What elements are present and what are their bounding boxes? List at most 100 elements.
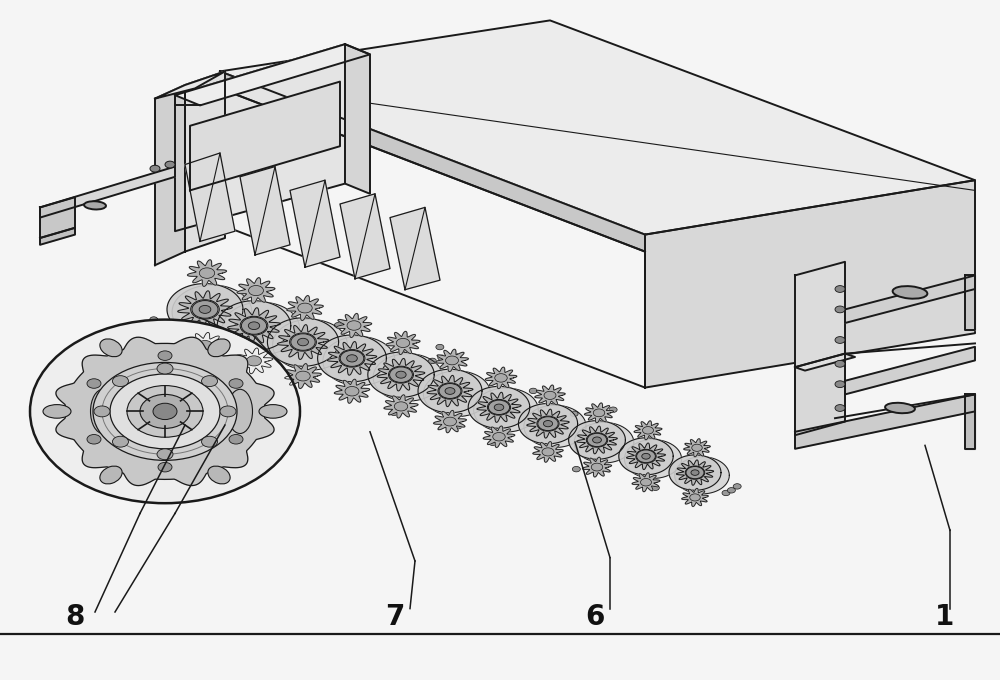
Circle shape	[402, 345, 410, 350]
Circle shape	[493, 432, 505, 441]
Polygon shape	[474, 388, 538, 432]
Polygon shape	[434, 411, 466, 432]
Polygon shape	[795, 394, 975, 449]
Circle shape	[835, 381, 845, 388]
Circle shape	[87, 379, 101, 388]
Circle shape	[347, 321, 361, 330]
Circle shape	[127, 386, 203, 437]
Circle shape	[291, 334, 315, 350]
Circle shape	[593, 437, 601, 443]
Polygon shape	[277, 324, 329, 360]
Circle shape	[390, 410, 398, 415]
Polygon shape	[845, 347, 975, 394]
Circle shape	[439, 384, 461, 398]
Circle shape	[339, 350, 365, 367]
Circle shape	[153, 403, 177, 420]
Polygon shape	[345, 44, 370, 194]
Polygon shape	[427, 375, 473, 407]
Circle shape	[158, 462, 172, 472]
Polygon shape	[334, 379, 370, 403]
Circle shape	[244, 343, 252, 348]
Circle shape	[298, 303, 312, 313]
Polygon shape	[436, 350, 468, 372]
Circle shape	[249, 286, 263, 296]
Circle shape	[438, 383, 462, 399]
Circle shape	[110, 374, 220, 449]
Polygon shape	[40, 228, 75, 245]
Circle shape	[452, 353, 460, 358]
Polygon shape	[527, 409, 569, 438]
Circle shape	[241, 317, 267, 335]
Polygon shape	[290, 180, 340, 267]
Polygon shape	[220, 20, 975, 235]
Polygon shape	[485, 367, 517, 389]
Polygon shape	[185, 153, 235, 241]
Circle shape	[140, 394, 190, 428]
Circle shape	[446, 356, 458, 365]
Circle shape	[197, 341, 213, 351]
Polygon shape	[373, 354, 443, 401]
Circle shape	[157, 363, 173, 374]
Polygon shape	[327, 341, 377, 375]
Circle shape	[394, 402, 408, 411]
Circle shape	[651, 485, 659, 490]
Circle shape	[340, 350, 364, 367]
Circle shape	[529, 388, 537, 394]
Circle shape	[298, 339, 308, 345]
Circle shape	[494, 404, 504, 411]
Ellipse shape	[91, 389, 116, 434]
Ellipse shape	[212, 389, 238, 434]
Circle shape	[199, 305, 211, 313]
Polygon shape	[483, 426, 515, 447]
Polygon shape	[336, 313, 372, 337]
Circle shape	[835, 306, 845, 313]
Polygon shape	[390, 207, 440, 290]
Polygon shape	[423, 371, 491, 417]
Circle shape	[459, 380, 467, 386]
Circle shape	[686, 466, 704, 479]
Circle shape	[835, 337, 845, 343]
Circle shape	[692, 444, 702, 452]
Circle shape	[488, 400, 510, 415]
Circle shape	[202, 375, 218, 386]
Circle shape	[636, 449, 656, 463]
Circle shape	[593, 409, 605, 417]
Circle shape	[398, 379, 406, 384]
Circle shape	[345, 386, 359, 396]
Circle shape	[112, 437, 128, 447]
Circle shape	[643, 426, 653, 434]
Polygon shape	[619, 438, 673, 475]
Polygon shape	[267, 318, 339, 367]
Circle shape	[537, 416, 559, 431]
Circle shape	[727, 488, 735, 493]
Circle shape	[247, 356, 261, 366]
Circle shape	[390, 367, 412, 382]
Circle shape	[590, 437, 598, 443]
Polygon shape	[273, 320, 347, 370]
Text: 6: 6	[585, 603, 605, 632]
Circle shape	[642, 454, 650, 459]
Circle shape	[543, 420, 553, 427]
Text: 8: 8	[65, 603, 85, 632]
Circle shape	[645, 441, 653, 446]
Circle shape	[93, 362, 237, 460]
Ellipse shape	[100, 339, 122, 357]
Polygon shape	[155, 85, 185, 265]
Circle shape	[248, 322, 260, 330]
Polygon shape	[684, 439, 710, 457]
Polygon shape	[632, 473, 660, 492]
Circle shape	[339, 389, 347, 394]
Polygon shape	[340, 194, 390, 279]
Polygon shape	[645, 180, 975, 388]
Circle shape	[835, 360, 845, 367]
Polygon shape	[175, 44, 345, 231]
Circle shape	[641, 479, 651, 486]
Polygon shape	[217, 301, 291, 351]
Circle shape	[198, 309, 206, 314]
Circle shape	[436, 344, 444, 350]
Polygon shape	[795, 354, 855, 371]
Circle shape	[582, 441, 590, 447]
Circle shape	[587, 433, 607, 447]
Circle shape	[336, 367, 344, 373]
Polygon shape	[167, 284, 243, 335]
